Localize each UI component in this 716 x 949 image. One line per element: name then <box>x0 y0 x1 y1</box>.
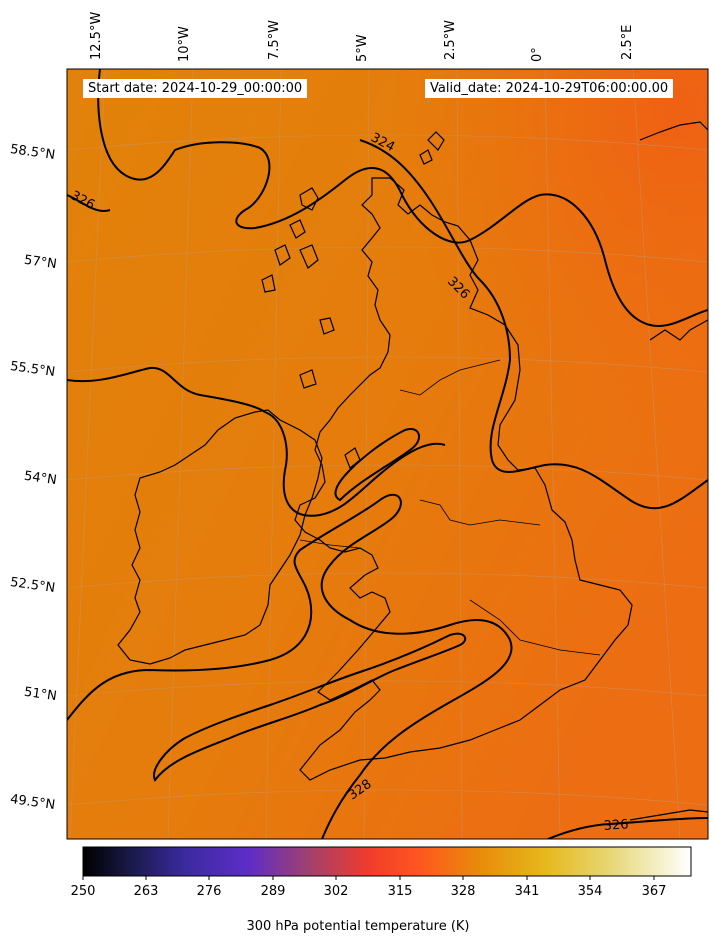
norway-coast <box>639 121 708 141</box>
warm-band-se <box>440 640 708 839</box>
contour-324 <box>97 69 708 327</box>
lon-label-12.5w: 12.5°W <box>89 11 104 60</box>
colorbar <box>82 846 692 877</box>
colorbar-tick-302: 302 <box>323 884 349 899</box>
contour-326-north <box>67 139 708 510</box>
start-date-label: Start date: 2024-10-29_00:00:00 <box>83 79 308 98</box>
colorbar-ticks <box>82 876 655 880</box>
great-britain-coast <box>294 177 633 781</box>
lon-label-7.5w: 7.5°W <box>267 19 282 60</box>
colorbar-title: 300 hPa potential temperature (K) <box>246 919 470 934</box>
valid-date-label: Valid_date: 2024-10-29T06:00:00.00 <box>425 79 674 98</box>
colorbar-tick-341: 341 <box>514 884 540 899</box>
coastlines <box>117 121 708 821</box>
colorbar-tick-328: 328 <box>450 884 476 899</box>
lon-label-0: 0° <box>530 47 545 62</box>
lon-label-10w: 10°W <box>177 26 192 62</box>
colorbar-tick-276: 276 <box>196 884 222 899</box>
graticule <box>67 69 708 839</box>
map-frame <box>66 68 709 840</box>
orkney-islands <box>419 131 445 165</box>
colorbar-tick-367: 367 <box>641 884 667 899</box>
isentropic-contours <box>67 69 708 839</box>
lon-label-2.5e: 2.5°E <box>620 24 635 60</box>
colorbar-tick-263: 263 <box>133 884 159 899</box>
hebrides-islands <box>261 187 335 389</box>
continent-coast <box>629 319 708 821</box>
contour-inner-loops <box>153 428 467 782</box>
ireland-coast <box>117 409 323 665</box>
lon-label-2.5w: 2.5°W <box>443 19 458 60</box>
contour-326-west <box>67 366 446 517</box>
colorbar-tick-250: 250 <box>70 884 96 899</box>
colorbar-tick-315: 315 <box>387 884 413 899</box>
contour-label-326-s: 326 <box>603 817 629 834</box>
contour-328 <box>67 493 513 839</box>
colorbar-tick-354: 354 <box>577 884 603 899</box>
lon-label-5w: 5°W <box>355 34 370 62</box>
colorbar-tick-289: 289 <box>260 884 286 899</box>
contour-326-south <box>547 817 708 839</box>
